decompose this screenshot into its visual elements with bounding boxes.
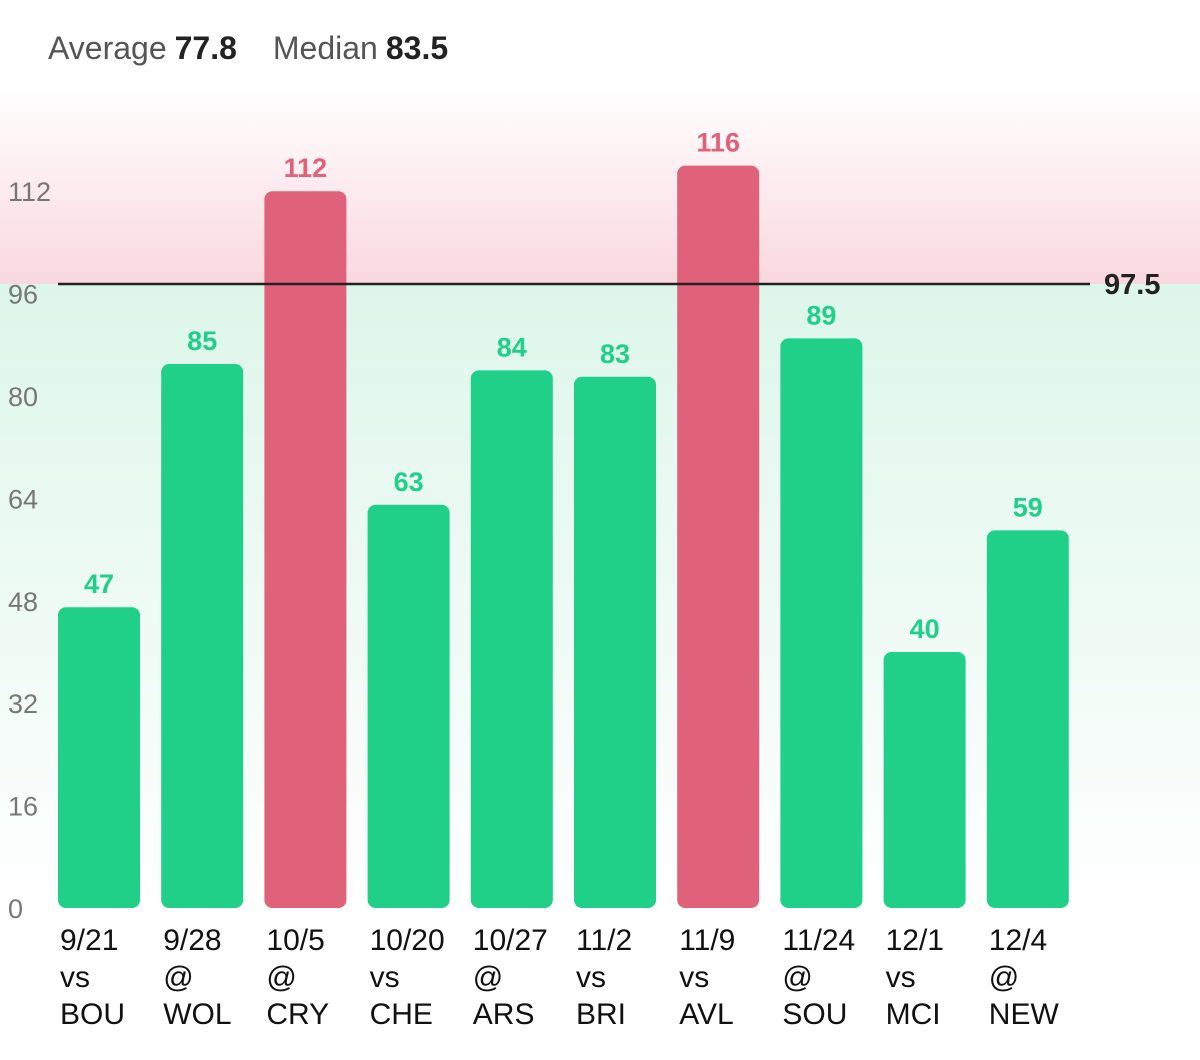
- bar: [677, 165, 760, 909]
- bar: [367, 504, 450, 908]
- x-tick-label: 12/1 vs MCI: [886, 924, 944, 1031]
- bar-value-label: 63: [394, 467, 424, 497]
- bar-value-label: 40: [910, 614, 940, 644]
- x-tick-label: 10/20 vs CHE: [370, 924, 445, 1031]
- bar-value-label: 47: [84, 569, 114, 599]
- y-tick-label: 32: [8, 689, 38, 719]
- x-tick-label: 10/27 @ ARS: [473, 924, 548, 1031]
- bar: [574, 376, 656, 908]
- above-threshold-zone: [0, 88, 1200, 284]
- bar-value-label: 59: [1013, 492, 1043, 522]
- median-value: 83.5: [385, 30, 449, 66]
- y-tick-label: 16: [8, 792, 38, 822]
- y-tick-label: 80: [8, 382, 38, 412]
- x-tick-label: 10/5 @ CRY: [266, 924, 329, 1031]
- bar-value-label: 116: [696, 128, 740, 158]
- y-tick-label: 0: [8, 894, 23, 924]
- bar: [883, 652, 966, 908]
- bar-value-label: 112: [284, 153, 328, 183]
- bar-value-label: 89: [806, 300, 836, 330]
- x-tick-label: 11/9 vs AVL: [679, 924, 735, 1031]
- bar-value-label: 84: [497, 332, 527, 362]
- average-label: Average: [48, 30, 167, 66]
- reference-line-label: 97.5: [1104, 269, 1160, 301]
- y-tick-label: 48: [8, 587, 38, 617]
- x-tick-label: 11/2 vs BRI: [576, 924, 632, 1031]
- x-tick-label: 11/24 @ SOU: [782, 924, 855, 1031]
- y-tick-label: 112: [8, 177, 51, 207]
- median-label: Median: [272, 30, 378, 66]
- y-tick-label: 96: [8, 280, 38, 310]
- bar: [58, 607, 140, 908]
- summary-stats: Average 77.8 Median 83.5: [48, 30, 448, 67]
- x-tick-label: 9/28 @ WOL: [163, 924, 231, 1031]
- bar: [264, 191, 347, 908]
- y-tick-label: 64: [8, 484, 38, 514]
- bar: [161, 364, 244, 908]
- average-value: 77.8: [174, 30, 237, 66]
- bar: [986, 530, 1069, 908]
- bar: [780, 338, 863, 908]
- bar: [470, 370, 553, 908]
- bar-value-label: 85: [187, 326, 217, 356]
- x-tick-label: 9/21 vs BOU: [60, 924, 125, 1031]
- x-tick-label: 12/4 @ NEW: [989, 924, 1060, 1031]
- bar-value-label: 83: [600, 339, 630, 369]
